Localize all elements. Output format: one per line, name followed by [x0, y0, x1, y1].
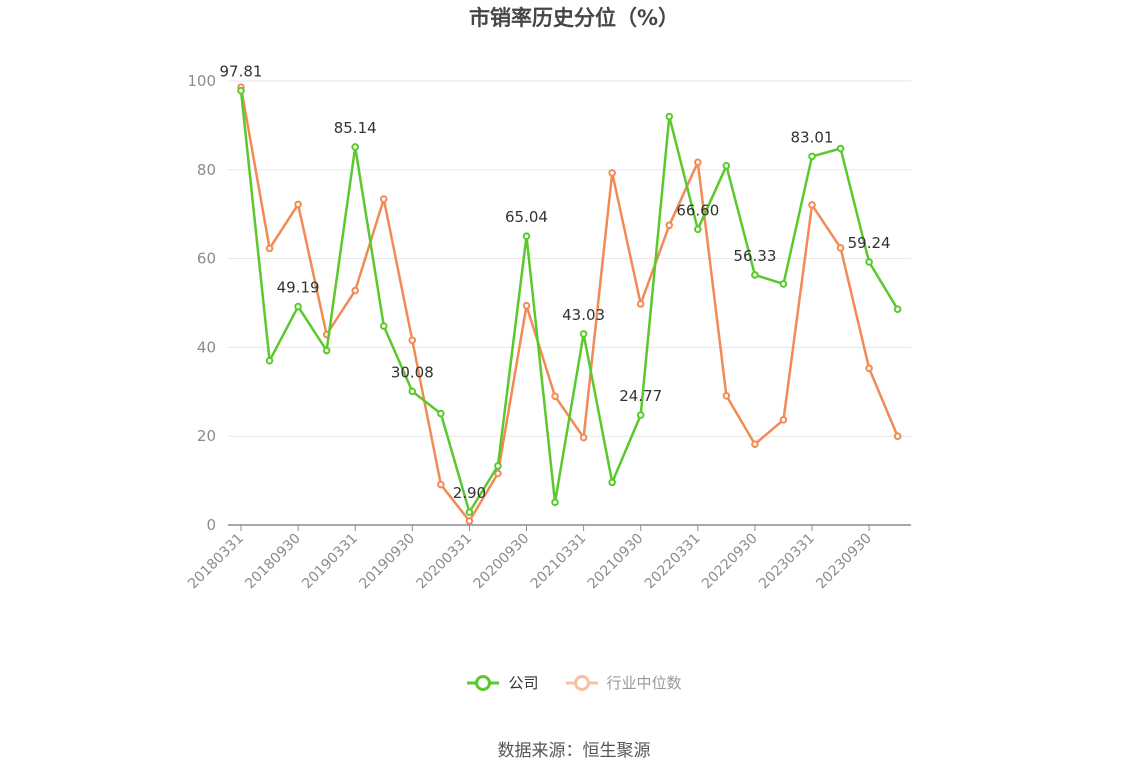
point-0-14 [636, 411, 645, 419]
legend-label-company: 公司 [508, 674, 539, 692]
point-1-1 [265, 244, 274, 253]
point-0-13 [608, 478, 616, 487]
point-0-0 [237, 86, 245, 95]
grid-lines [228, 80, 911, 437]
y-tick-label-0: 0 [206, 516, 216, 534]
legend-item-industry-median[interactable]: 行业中位数 [565, 672, 682, 693]
point-0-7 [437, 409, 445, 418]
legend-label-industry-median: 行业中位数 [606, 674, 682, 692]
point-0-22 [865, 258, 873, 266]
data-label-16: 66.60 [676, 201, 719, 219]
point-1-16 [694, 158, 702, 167]
y-tick-label-60: 60 [197, 250, 216, 268]
x-tick-label-20210331: 20210331 [528, 531, 590, 593]
point-1-11 [551, 392, 559, 401]
x-tick-label-20220331: 20220331 [642, 531, 704, 593]
y-tick-label-100: 100 [187, 72, 216, 90]
x-tick-label-20190930: 20190930 [356, 531, 418, 593]
series-line-0 [239, 90, 899, 514]
point-0-8 [465, 508, 474, 516]
legend-item-company[interactable]: 公司 [466, 672, 539, 693]
x-tick-label-20200331: 20200331 [414, 531, 476, 593]
point-1-4 [351, 286, 360, 295]
point-1-18 [751, 440, 759, 448]
chart-title: 市销率历史分位（%） [468, 6, 680, 30]
data-label-14: 24.77 [619, 387, 662, 405]
point-0-4 [351, 143, 360, 151]
series-line-1 [239, 86, 899, 523]
point-0-17 [722, 162, 731, 170]
point-0-15 [665, 112, 674, 121]
point-1-21 [836, 244, 845, 252]
legend-company-icon [467, 674, 500, 691]
y-tick-label-80: 80 [197, 161, 216, 179]
data-label-22: 59.24 [848, 234, 891, 252]
point-1-14 [636, 300, 645, 308]
point-0-2 [294, 302, 302, 311]
point-1-22 [865, 364, 873, 373]
legend: 公司 行业中位数 [0, 672, 1148, 693]
point-1-2 [294, 200, 302, 209]
data-label-8: 2.90 [453, 484, 486, 502]
point-0-20 [808, 152, 816, 161]
point-0-19 [779, 280, 788, 288]
data-label-12: 43.03 [562, 306, 605, 324]
data-label-20: 83.01 [791, 128, 834, 146]
data-label-2: 49.19 [277, 279, 320, 297]
data-labels: 97.81 49.19 85.14 30.08 2.90 65.04 43.03 24.77 6… [220, 63, 891, 502]
x-tick-label-20230331: 20230331 [756, 531, 818, 593]
point-1-23 [893, 432, 902, 441]
point-1-10 [522, 301, 531, 310]
point-0-5 [379, 322, 388, 330]
point-1-6 [408, 336, 417, 345]
x-tick-label-20190331: 20190331 [299, 531, 361, 593]
point-1-12 [579, 433, 588, 442]
point-1-20 [808, 201, 816, 209]
point-1-5 [379, 195, 388, 203]
point-1-7 [437, 480, 445, 489]
data-label-10: 65.04 [505, 208, 548, 226]
point-1-13 [608, 169, 616, 177]
point-1-8 [465, 517, 474, 525]
point-1-17 [722, 391, 731, 400]
x-tick-label-20180331: 20180331 [185, 531, 247, 593]
point-1-15 [665, 221, 674, 230]
point-0-12 [579, 330, 588, 338]
data-label-6: 30.08 [391, 363, 434, 381]
point-0-11 [551, 498, 559, 507]
source-note: 数据来源：恒生聚源 [497, 741, 651, 761]
point-0-3 [322, 346, 331, 355]
x-tick-label-20200930: 20200930 [471, 531, 533, 593]
point-0-16 [694, 225, 702, 234]
point-0-6 [408, 387, 417, 396]
legend-industry-icon [565, 674, 598, 691]
x-tick-label-20230930: 20230930 [813, 531, 875, 593]
y-tick-label-40: 40 [197, 338, 216, 356]
x-tick-label-20220930: 20220930 [699, 531, 761, 593]
point-0-9 [494, 462, 502, 470]
y-tick-label-20: 20 [197, 427, 216, 445]
point-0-23 [893, 305, 902, 314]
point-0-21 [836, 144, 845, 153]
point-1-9 [494, 469, 502, 478]
axes: 0 20 40 60 80 100 2018033120180930201903312019… [185, 72, 911, 592]
point-0-1 [265, 356, 274, 365]
point-1-19 [779, 415, 788, 424]
x-tick-label-20210930: 20210930 [585, 531, 647, 593]
series-lines [237, 83, 902, 525]
data-label-4: 85.14 [334, 119, 377, 137]
data-label-18: 56.33 [733, 247, 776, 265]
point-0-10 [522, 232, 531, 241]
x-tick-label-20180930: 20180930 [242, 531, 304, 593]
data-label-0: 97.81 [220, 63, 263, 81]
point-0-18 [751, 271, 759, 279]
